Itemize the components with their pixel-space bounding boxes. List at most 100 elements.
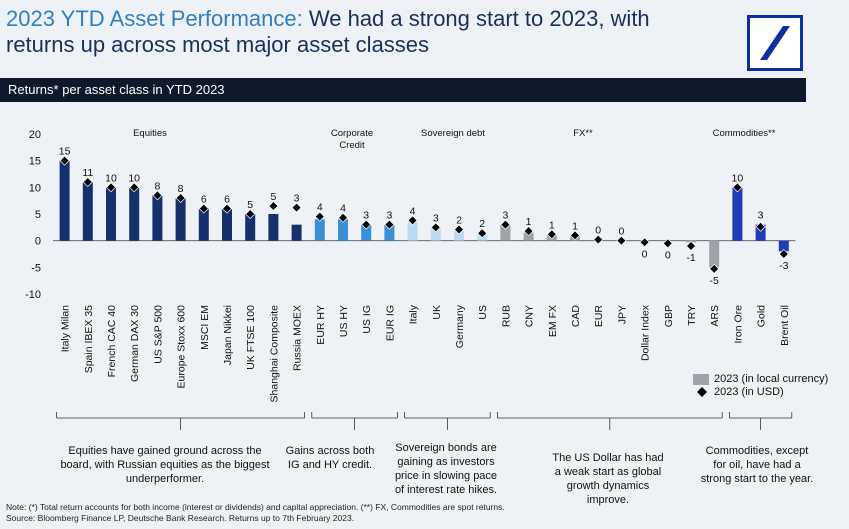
usd-marker-29 [709, 263, 720, 274]
y-tick-label: -5 [31, 262, 41, 274]
bar-7 [198, 208, 209, 241]
bar-32 [778, 240, 789, 252]
data-label-26: 0 [642, 248, 648, 260]
category-label-10: Shanghai Composite [268, 305, 280, 403]
category-label-22: EM FX [547, 305, 559, 337]
data-label-31: 3 [758, 210, 764, 222]
data-label-29: -5 [710, 275, 719, 287]
bar-17 [430, 227, 441, 241]
usd-marker-14 [361, 219, 372, 230]
data-label-18: 2 [456, 214, 462, 226]
usd-marker-1 [59, 155, 70, 166]
category-label-2: Spain IBEX 35 [83, 305, 95, 373]
usd-marker-32 [778, 249, 789, 259]
category-label-16: Italy [408, 304, 420, 324]
data-label-20: 3 [502, 210, 508, 222]
bar-2 [82, 182, 93, 241]
bar-15 [384, 224, 395, 241]
usd-marker-25 [616, 235, 627, 246]
group-label-2: Corporate [331, 128, 373, 139]
bar-10 [268, 214, 279, 241]
data-label-4: 10 [128, 172, 140, 184]
usd-marker-30 [732, 182, 743, 193]
group-label-2: Credit [339, 140, 365, 151]
category-label-13: US HY [338, 305, 350, 337]
note-commodities: Commodities, except for oil, have had a … [700, 445, 814, 485]
legend-marker-usd [697, 387, 707, 397]
data-label-11: 3 [294, 193, 300, 205]
title-prefix: 2023 YTD Asset Performance: [6, 6, 303, 31]
bar-12 [314, 219, 325, 241]
bar-5 [152, 195, 163, 241]
y-tick-label: 10 [29, 182, 41, 194]
usd-marker-11 [291, 202, 302, 213]
note-sovereign: Sovereign bonds are gaining as investors… [394, 442, 498, 496]
usd-marker-15 [384, 219, 395, 230]
legend-label-usd: 2023 (in USD) [714, 386, 784, 398]
usd-marker-20 [500, 219, 511, 230]
data-label-15: 3 [386, 210, 392, 222]
bar-21 [523, 232, 534, 241]
usd-marker-19 [477, 228, 488, 239]
usd-marker-27 [662, 238, 673, 249]
data-label-10: 5 [270, 191, 276, 203]
category-label-12: EUR HY [315, 305, 327, 345]
usd-marker-9 [245, 209, 256, 219]
y-tick-label: 5 [35, 209, 41, 221]
subtitle: Returns* per asset class in YTD 2023 [8, 82, 225, 97]
data-label-14: 3 [363, 210, 369, 222]
usd-marker-4 [129, 182, 140, 193]
note-equities: Equities have gained ground across the b… [60, 445, 270, 485]
data-label-9: 5 [247, 199, 253, 211]
note-credit: Gains across both IG and HY credit. [285, 445, 375, 471]
usd-marker-2 [82, 177, 93, 187]
usd-marker-16 [407, 215, 418, 226]
data-label-3: 10 [105, 172, 117, 184]
bar-18 [454, 231, 464, 241]
data-label-27: 0 [665, 249, 671, 261]
footer: Note: (*) Total return accounts for both… [6, 502, 505, 524]
usd-marker-5 [152, 190, 163, 201]
data-label-22: 1 [549, 219, 555, 231]
category-label-29: ARS [709, 305, 721, 327]
category-label-9: UK FTSE 100 [245, 305, 257, 370]
group-label-1: Equities [133, 128, 167, 139]
data-label-12: 4 [317, 202, 323, 214]
y-tick-label: 15 [29, 156, 41, 168]
data-label-16: 4 [410, 205, 416, 217]
category-label-1: Italy Milan [60, 305, 72, 352]
usd-marker-21 [523, 226, 534, 237]
usd-marker-12 [314, 211, 325, 222]
category-label-21: CNY [524, 305, 536, 327]
usd-marker-22 [546, 229, 557, 240]
category-label-31: Gold [756, 305, 768, 327]
data-label-7: 6 [201, 194, 207, 206]
y-tick-label: -10 [25, 289, 41, 301]
category-label-32: Brent Oil [779, 305, 791, 346]
category-label-3: French CAC 40 [106, 305, 118, 378]
bar-9 [245, 214, 256, 241]
data-label-8: 6 [224, 194, 230, 206]
bar-16 [407, 222, 418, 241]
legend-swatch-local [693, 374, 709, 385]
usd-marker-24 [593, 234, 604, 245]
group-label-3: Sovereign debt [421, 128, 485, 139]
legend-label-local: 2023 (in local currency) [714, 373, 829, 385]
bar-6 [175, 198, 186, 241]
category-label-26: Dollar Index [640, 304, 652, 361]
group-label-4: FX** [573, 128, 593, 139]
bank-logo [747, 15, 803, 71]
category-label-19: US [477, 305, 489, 320]
category-label-28: TRY [686, 305, 698, 326]
usd-marker-17 [430, 222, 441, 233]
bar-29 [709, 240, 720, 268]
usd-marker-3 [106, 182, 116, 193]
data-label-25: 0 [618, 226, 624, 238]
category-label-11: Russia MOEX [292, 305, 304, 371]
data-label-5: 8 [154, 180, 160, 192]
usd-marker-13 [338, 212, 348, 223]
data-label-1: 15 [59, 146, 71, 158]
bar-30 [732, 187, 743, 241]
category-label-6: Europe Stoxx 600 [176, 305, 188, 389]
category-label-8: Japan Nikkei [222, 305, 234, 365]
